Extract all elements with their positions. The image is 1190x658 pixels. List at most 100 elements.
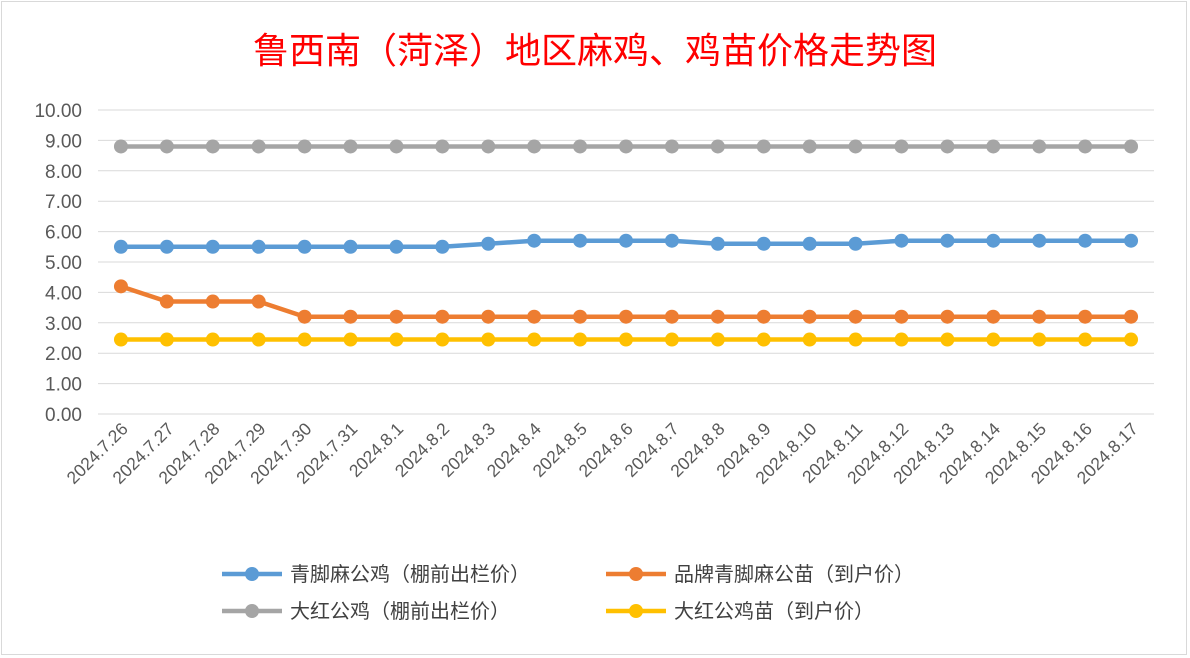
x-axis-tick-labels: 2024.7.262024.7.272024.7.282024.7.292024…: [63, 419, 1142, 488]
data-point: [1124, 139, 1139, 154]
data-point: [205, 332, 220, 347]
data-point: [481, 332, 496, 347]
data-point: [527, 309, 542, 324]
data-point: [1078, 332, 1093, 347]
legend-item: 青脚麻公鸡（棚前出栏价）: [222, 562, 530, 586]
data-point: [710, 236, 725, 251]
data-point: [297, 332, 312, 347]
data-point: [113, 139, 128, 154]
data-point: [481, 309, 496, 324]
data-point: [1032, 233, 1047, 248]
data-point: [1078, 139, 1093, 154]
data-point: [573, 332, 588, 347]
data-point: [435, 139, 450, 154]
data-point: [710, 332, 725, 347]
data-point: [297, 309, 312, 324]
data-point: [343, 239, 358, 254]
data-point: [848, 309, 863, 324]
data-point: [802, 309, 817, 324]
legend-label: 青脚麻公鸡（棚前出栏价）: [290, 562, 530, 586]
y-tick-label: 2.00: [45, 344, 82, 365]
data-point: [159, 332, 174, 347]
data-point: [389, 309, 404, 324]
data-point: [113, 239, 128, 254]
legend-swatch-marker: [629, 567, 643, 581]
y-tick-label: 6.00: [45, 223, 82, 244]
data-point: [894, 309, 909, 324]
gridlines: [98, 109, 1154, 415]
data-point: [986, 139, 1001, 154]
data-point: [710, 309, 725, 324]
data-point: [848, 332, 863, 347]
y-tick-label: 8.00: [45, 162, 82, 183]
data-point: [343, 332, 358, 347]
legend-label: 大红公鸡（棚前出栏价）: [290, 599, 510, 623]
legend-item: 大红公鸡（棚前出栏价）: [222, 599, 510, 623]
data-point: [389, 139, 404, 154]
data-point: [756, 332, 771, 347]
data-point: [894, 332, 909, 347]
data-point: [664, 309, 679, 324]
y-tick-label: 1.00: [45, 375, 82, 396]
data-point: [664, 332, 679, 347]
data-point: [297, 239, 312, 254]
legend: 青脚麻公鸡（棚前出栏价） 品牌青脚麻公苗（到户价） 大红公鸡（棚前出栏价） 大红公鸡苗…: [222, 562, 914, 623]
data-point: [1078, 233, 1093, 248]
data-point: [802, 332, 817, 347]
data-point: [1078, 309, 1093, 324]
data-point: [940, 309, 955, 324]
data-point: [756, 309, 771, 324]
data-point: [159, 139, 174, 154]
series-4: [113, 332, 1139, 347]
data-point: [940, 332, 955, 347]
y-tick-label: 10.00: [34, 101, 82, 122]
data-point: [481, 139, 496, 154]
legend-swatch-marker: [245, 567, 259, 581]
data-point: [251, 332, 266, 347]
data-point: [1124, 309, 1139, 324]
data-point: [205, 294, 220, 309]
series-lines: [113, 139, 1139, 347]
data-point: [389, 332, 404, 347]
y-tick-label: 3.00: [45, 314, 82, 335]
data-point: [619, 309, 633, 324]
series-2: [113, 279, 1139, 324]
y-tick-label: 9.00: [45, 131, 82, 152]
data-point: [113, 332, 128, 347]
data-point: [251, 294, 266, 309]
data-point: [986, 309, 1001, 324]
data-point: [1032, 309, 1047, 324]
legend-swatch-marker: [245, 604, 259, 618]
data-point: [986, 233, 1001, 248]
data-point: [802, 236, 817, 251]
series-1: [113, 233, 1139, 254]
legend-label: 品牌青脚麻公苗（到户价）: [674, 562, 914, 586]
data-point: [435, 239, 450, 254]
series-3: [113, 139, 1139, 154]
y-tick-label: 0.00: [45, 405, 82, 426]
data-point: [527, 233, 542, 248]
data-point: [573, 233, 588, 248]
data-point: [573, 309, 588, 324]
data-point: [619, 139, 633, 154]
legend-swatch-marker: [629, 604, 643, 618]
data-point: [573, 139, 588, 154]
data-point: [619, 233, 633, 248]
data-point: [1032, 139, 1047, 154]
legend-item: 品牌青脚麻公苗（到户价）: [606, 562, 914, 586]
data-point: [435, 332, 450, 347]
data-point: [343, 139, 358, 154]
data-point: [848, 236, 863, 251]
y-tick-label: 4.00: [45, 283, 82, 304]
data-point: [1032, 332, 1047, 347]
data-point: [527, 332, 542, 347]
data-point: [159, 294, 174, 309]
y-tick-label: 7.00: [45, 192, 82, 213]
data-point: [756, 236, 771, 251]
y-axis-tick-labels: 0.00 1.00 2.00 3.00 4.00 5.00 6.00 7.00 8.00 9.00…: [34, 101, 82, 426]
data-point: [481, 236, 496, 251]
data-point: [343, 309, 358, 324]
data-point: [251, 239, 266, 254]
data-point: [940, 233, 955, 248]
